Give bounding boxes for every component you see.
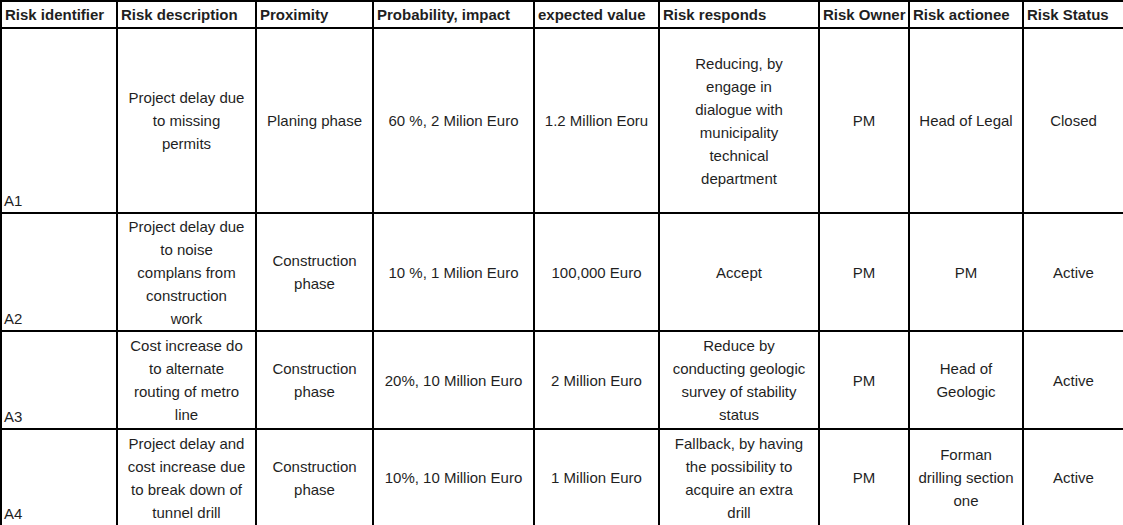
column-header-expected-value: expected value: [534, 1, 659, 28]
cell-probability-impact: 10%, 10 Million Euro: [373, 429, 534, 525]
cell-risk-actionee: Head of Geologic: [909, 331, 1023, 429]
column-header-risk-description: Risk description: [117, 1, 256, 28]
cell-expected-value: 2 Million Euro: [534, 331, 659, 429]
risk-register-table: Risk identifier Risk description Proximi…: [0, 0, 1123, 525]
header-row: Risk identifier Risk description Proximi…: [1, 1, 1123, 28]
cell-risk-status: Closed: [1023, 28, 1123, 213]
column-header-risk-responds: Risk responds: [659, 1, 819, 28]
cell-risk-description: Project delay due to noise complans from…: [117, 213, 256, 331]
cell-risk-owner: PM: [819, 213, 909, 331]
cell-risk-responds: Reducing, by engage in dialogue with mun…: [659, 28, 819, 213]
cell-risk-owner: PM: [819, 331, 909, 429]
cell-proximity: Construction phase: [256, 331, 373, 429]
cell-risk-description: Project delay due to missing permits: [117, 28, 256, 213]
cell-risk-description: Project delay and cost increase due to b…: [117, 429, 256, 525]
cell-probability-impact: 10 %, 1 Milion Euro: [373, 213, 534, 331]
column-header-risk-owner: Risk Owner: [819, 1, 909, 28]
cell-proximity: Construction phase: [256, 429, 373, 525]
cell-risk-identifier: A3: [1, 331, 117, 429]
cell-risk-status: Active: [1023, 213, 1123, 331]
cell-risk-owner: PM: [819, 429, 909, 525]
cell-risk-responds: Reduce by conducting geologic survey of …: [659, 331, 819, 429]
column-header-probability-impact: Probability, impact: [373, 1, 534, 28]
column-header-proximity: Proximity: [256, 1, 373, 28]
table-row-a3: A3 Cost increase do to alternate routing…: [1, 331, 1123, 429]
cell-risk-responds: Fallback, by having the possibility to a…: [659, 429, 819, 525]
table-row-a4: A4 Project delay and cost increase due t…: [1, 429, 1123, 525]
cell-risk-identifier: A2: [1, 213, 117, 331]
cell-proximity: Construction phase: [256, 213, 373, 331]
cell-risk-description: Cost increase do to alternate routing of…: [117, 331, 256, 429]
cell-probability-impact: 20%, 10 Million Euro: [373, 331, 534, 429]
cell-risk-identifier: A1: [1, 28, 117, 213]
cell-expected-value: 1 Million Euro: [534, 429, 659, 525]
table-row-a2: A2 Project delay due to noise complans f…: [1, 213, 1123, 331]
cell-risk-actionee: Head of Legal: [909, 28, 1023, 213]
cell-proximity: Planing phase: [256, 28, 373, 213]
column-header-risk-identifier: Risk identifier: [1, 1, 117, 28]
cell-risk-responds: Accept: [659, 213, 819, 331]
column-header-risk-actionee: Risk actionee: [909, 1, 1023, 28]
table-row-a1: A1 Project delay due to missing permits …: [1, 28, 1123, 213]
cell-risk-identifier: A4: [1, 429, 117, 525]
cell-expected-value: 100,000 Euro: [534, 213, 659, 331]
column-header-risk-status: Risk Status: [1023, 1, 1123, 28]
cell-expected-value: 1.2 Million Eoru: [534, 28, 659, 213]
cell-probability-impact: 60 %, 2 Milion Euro: [373, 28, 534, 213]
cell-risk-owner: PM: [819, 28, 909, 213]
cell-risk-status: Active: [1023, 429, 1123, 525]
cell-risk-actionee: PM: [909, 213, 1023, 331]
cell-risk-actionee: Forman drilling section one: [909, 429, 1023, 525]
cell-risk-status: Active: [1023, 331, 1123, 429]
